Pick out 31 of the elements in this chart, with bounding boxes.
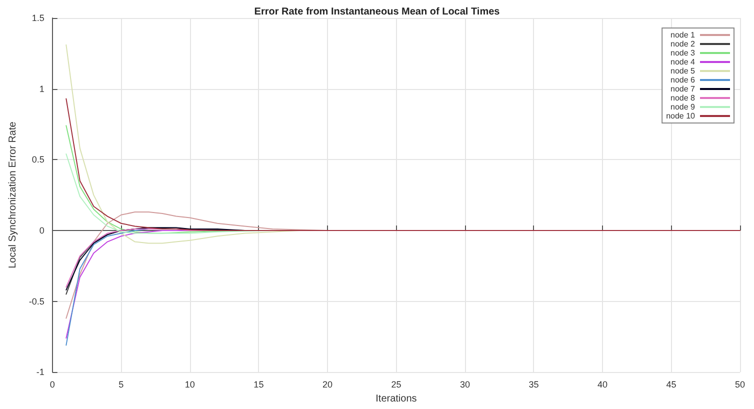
legend-label: node 3 <box>670 48 696 58</box>
y-tick-label: 1 <box>39 84 44 94</box>
chart-title: Error Rate from Instantaneous Mean of Local Times <box>254 6 500 18</box>
legend-label: node 8 <box>670 94 696 102</box>
legend-label: node 4 <box>670 58 696 66</box>
x-tick-label: 50 <box>734 380 746 390</box>
y-axis-title: Local Synchronization Error Rate <box>8 121 18 268</box>
legend-label: node 9 <box>670 102 696 112</box>
legend-label: node 5 <box>670 66 696 76</box>
legend-label: node 6 <box>670 76 696 84</box>
y-tick-label: -0.5 <box>28 296 44 306</box>
line-series <box>66 228 150 346</box>
y-tick-label: 0.5 <box>32 154 44 165</box>
y-tick-label: -1 <box>36 367 44 378</box>
x-tick-label: 10 <box>184 380 195 390</box>
legend-label: node 1 <box>670 30 696 40</box>
y-tick-label: 1.5 <box>32 13 44 23</box>
x-tick-label: 15 <box>254 380 264 390</box>
x-tick-label: 20 <box>322 380 332 390</box>
x-axis-title: Iterations <box>376 394 417 404</box>
legend-label: node 7 <box>670 84 696 94</box>
x-tick-label: 0 <box>50 380 55 390</box>
x-tick-label: 30 <box>460 380 470 390</box>
x-tick-label: 45 <box>666 380 676 390</box>
x-tick-label: 25 <box>391 380 402 390</box>
x-tick-label: 35 <box>528 380 539 390</box>
legend-label: node 10 <box>666 112 696 120</box>
y-tick-label: 0 <box>39 225 44 236</box>
x-tick-label: 5 <box>118 380 124 390</box>
legend-label: node 2 <box>670 40 696 48</box>
x-tick-label: 40 <box>597 380 608 390</box>
